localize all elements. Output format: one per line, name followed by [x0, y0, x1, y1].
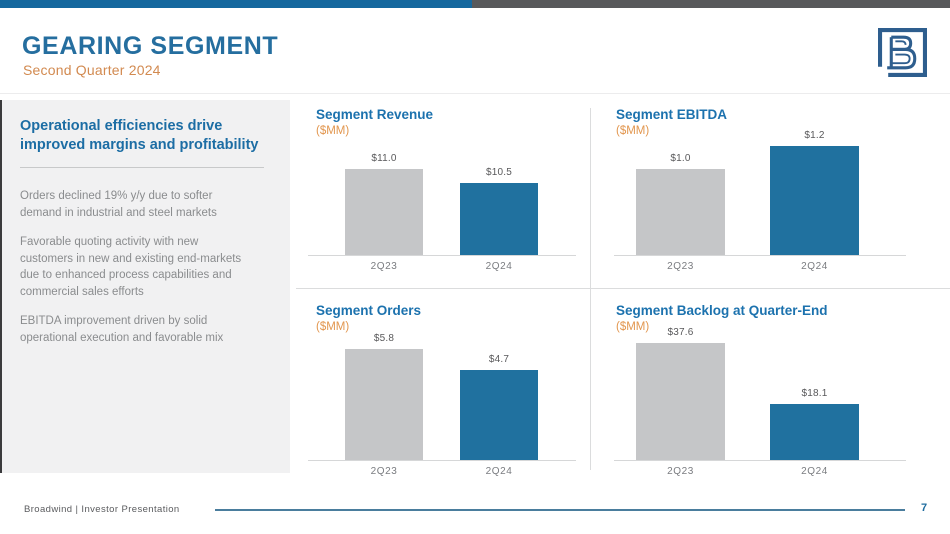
chart-column-divider	[590, 108, 591, 470]
bar-group-2Q24: $4.7	[460, 340, 538, 460]
sidebar-heading: Operational efficiencies drive improved …	[20, 118, 259, 153]
chart-title: Segment EBITDA	[616, 107, 728, 122]
footer-text: Broadwind | Investor Presentation	[24, 504, 180, 515]
category-label: 2Q24	[801, 261, 828, 272]
category-axis: 2Q23 2Q24	[308, 256, 590, 272]
chart-unit-label: ($MM)	[616, 321, 650, 333]
top-accent-bar	[0, 0, 950, 8]
footer-divider-line	[215, 509, 905, 511]
page-title: GEARING SEGMENT	[22, 32, 279, 60]
chart-title: Segment Backlog at Quarter-End	[616, 303, 828, 318]
bar-2Q23	[345, 349, 423, 460]
bar-2Q24	[460, 370, 538, 460]
chart-segment-revenue: Segment Revenue ($MM) $11.0 $10.5 2Q23 2Q2…	[300, 100, 590, 288]
bar-value-label: $1.0	[670, 152, 691, 164]
category-label: 2Q23	[667, 466, 694, 477]
category-label: 2Q23	[667, 261, 694, 272]
bar-value-label: $37.6	[667, 326, 694, 338]
chart-segment-ebitda: Segment EBITDA ($MM) $1.0 $1.2 2Q23 2Q24	[590, 100, 950, 288]
bar-group-2Q23: $1.0	[636, 140, 725, 255]
top-accent-bar-blue	[0, 0, 472, 8]
broadwind-logo-icon	[878, 28, 927, 77]
bar-2Q24	[770, 145, 859, 255]
chart-title: Segment Revenue	[316, 107, 434, 122]
plot-area: $1.0 $1.2	[614, 130, 906, 256]
bar-2Q23	[345, 168, 423, 255]
bar-2Q23	[636, 342, 725, 460]
bar-group-2Q24: $18.1	[770, 340, 859, 460]
plot-area: $5.8 $4.7	[308, 333, 576, 461]
chart-segment-orders: Segment Orders ($MM) $5.8 $4.7 2Q23 2Q24	[300, 288, 590, 485]
bar-group-2Q24: $1.2	[770, 130, 859, 255]
page-subtitle: Second Quarter 2024	[23, 62, 161, 78]
sidebar-paragraph-quoting: Favorable quoting activity with new cust…	[20, 236, 242, 298]
top-accent-bar-gray	[472, 0, 950, 8]
chart-unit-label: ($MM)	[316, 321, 350, 333]
bar-value-label: $18.1	[801, 387, 828, 399]
sidebar-callout-panel: Operational efficiencies drive improved …	[0, 100, 290, 473]
bar-value-label: $5.8	[373, 333, 395, 345]
plot-area: $11.0 $10.5	[308, 140, 576, 256]
bar-2Q23	[636, 168, 725, 255]
bar-value-label: $4.7	[488, 354, 510, 366]
bar-value-label: $10.5	[485, 167, 513, 179]
bar-group-2Q23: $11.0	[345, 140, 423, 255]
charts-grid: Segment Revenue ($MM) $11.0 $10.5 2Q23 2Q2…	[300, 100, 950, 485]
sidebar-paragraph-orders: Orders declined 19% y/y due to softer de…	[20, 190, 217, 219]
bar-group-2Q23: $37.6	[636, 327, 725, 460]
bar-2Q24	[460, 183, 538, 255]
chart-title: Segment Orders	[316, 303, 422, 318]
category-axis: 2Q23 2Q24	[614, 461, 950, 477]
bar-group-2Q23: $5.8	[345, 333, 423, 460]
bar-value-label: $11.0	[371, 152, 397, 164]
chart-segment-backlog: Segment Backlog at Quarter-End ($MM) $37…	[590, 288, 950, 485]
plot-area: $37.6 $18.1	[614, 327, 906, 461]
sidebar-paragraph-ebitda: EBITDA improvement driven by solid opera…	[20, 315, 224, 344]
category-label: 2Q24	[801, 466, 828, 477]
chart-row-divider	[296, 288, 950, 289]
category-label: 2Q23	[370, 261, 398, 272]
chart-unit-label: ($MM)	[616, 125, 650, 137]
category-label: 2Q23	[370, 466, 398, 477]
bar-2Q24	[770, 403, 859, 460]
bar-value-label: $1.2	[804, 129, 825, 141]
header-divider	[0, 93, 950, 94]
category-label: 2Q24	[485, 261, 513, 272]
bar-group-2Q24: $10.5	[460, 140, 538, 255]
chart-unit-label: ($MM)	[316, 125, 350, 137]
category-label: 2Q24	[485, 466, 513, 477]
category-axis: 2Q23 2Q24	[614, 256, 950, 272]
category-axis: 2Q23 2Q24	[308, 461, 590, 477]
sidebar-divider	[20, 167, 264, 168]
page-number: 7	[920, 502, 928, 514]
